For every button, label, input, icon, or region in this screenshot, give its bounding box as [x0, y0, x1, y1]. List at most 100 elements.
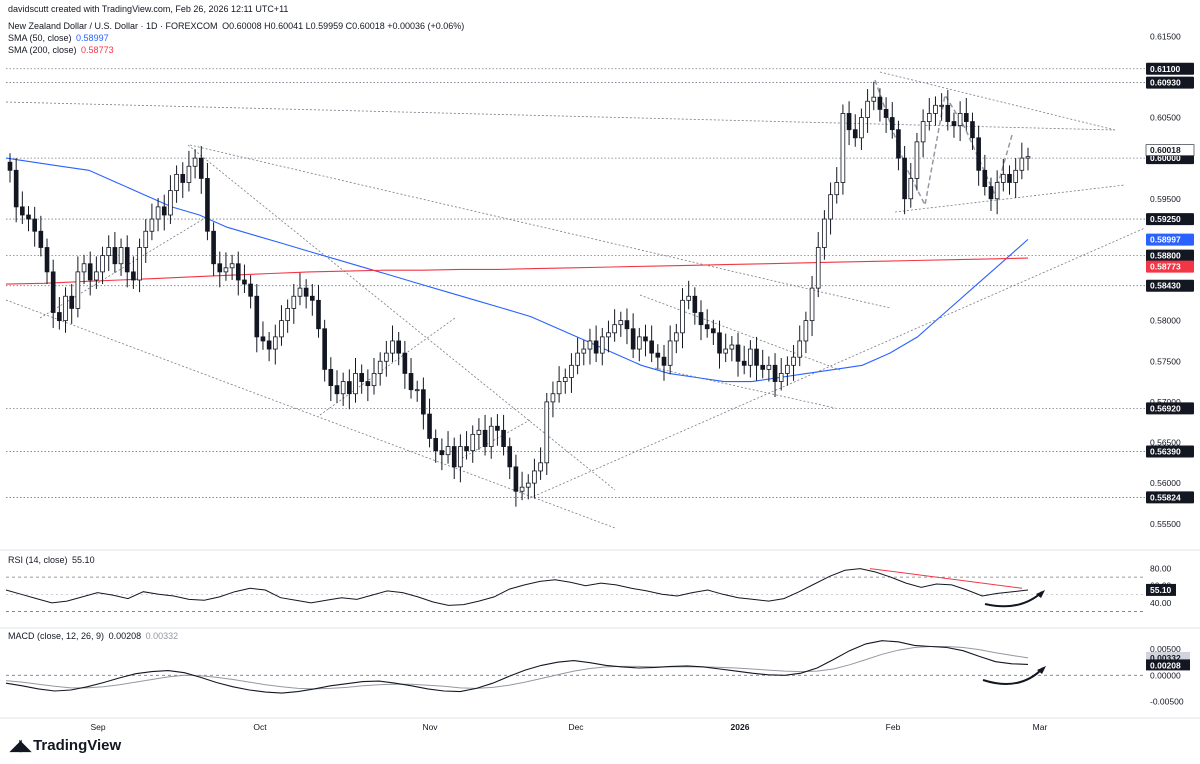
candle-up	[155, 206, 161, 220]
candle-down	[741, 360, 747, 366]
rsi-legend[interactable]: RSI (14, close) 55.10	[8, 555, 95, 565]
price-tag-label: 0.58997	[1150, 235, 1181, 245]
candle-down	[692, 295, 698, 313]
candle-down	[112, 247, 118, 265]
rsi-value: 55.10	[72, 555, 95, 565]
candle-up	[587, 340, 593, 350]
candle-up	[445, 446, 451, 456]
sma50-value: 0.58997	[76, 33, 109, 43]
candle-up	[920, 121, 926, 143]
candle-up	[532, 470, 537, 484]
candle-up	[1001, 173, 1006, 183]
candle-up	[118, 247, 124, 265]
candle-down	[13, 169, 19, 208]
rsi-tick-label: 40.00	[1150, 598, 1172, 608]
macd-arrow-head	[1037, 666, 1046, 674]
candle-up	[550, 393, 556, 403]
candle-down	[717, 332, 722, 354]
candle-down	[760, 364, 766, 370]
price-tick-label: 0.56000	[1150, 478, 1181, 488]
trendline	[5, 299, 616, 529]
candle-up	[476, 429, 482, 435]
candle-up	[667, 340, 673, 366]
candle-up	[797, 340, 803, 358]
time-tick-label: 2026	[731, 722, 750, 732]
candle-up	[137, 247, 142, 281]
candle-up	[94, 271, 99, 281]
rsi-tick-label: 80.00	[1150, 564, 1172, 574]
candle-down	[945, 104, 951, 122]
candle-down	[507, 446, 513, 468]
candle-down	[902, 157, 907, 200]
last-price-label: 0.60018	[1150, 145, 1181, 155]
candle-down	[316, 299, 321, 330]
sma50-legend[interactable]: SMA (50, close) 0.58997	[8, 33, 109, 43]
symbol-legend[interactable]: New Zealand Dollar / U.S. Dollar · 1D · …	[8, 21, 466, 32]
candle-up	[340, 381, 346, 395]
candle-down	[649, 340, 654, 354]
time-axis[interactable]: Sep Oct Nov Dec 2026 Feb Mar	[90, 722, 1047, 732]
candle-down	[963, 113, 969, 122]
candle-down	[772, 364, 778, 382]
candle-up	[174, 173, 179, 192]
moving-averages	[5, 157, 1029, 383]
price-tag-bg	[1146, 445, 1194, 458]
trendline	[879, 71, 1116, 131]
candle-up	[384, 352, 389, 362]
candle-up	[538, 462, 543, 472]
macd-tick-label: 0.00500	[1150, 644, 1181, 654]
candle-up	[143, 230, 149, 248]
macd-tag-label: 0.00208	[1150, 660, 1181, 670]
candle-down	[408, 373, 414, 391]
candle-up	[606, 332, 611, 338]
candle-down	[896, 129, 901, 159]
candle-down	[698, 312, 704, 326]
candle-down	[501, 429, 506, 447]
candle-up	[686, 295, 691, 301]
macd-arrow-curve	[982, 667, 1044, 685]
price-tag-bg	[1146, 491, 1194, 504]
candle-down	[982, 169, 988, 187]
candle-up	[809, 287, 815, 322]
candle-up	[1013, 169, 1018, 183]
candle-up	[908, 178, 914, 200]
tradingview-logo[interactable]: ◢◣ TradingView	[10, 736, 121, 755]
sma200-legend[interactable]: SMA (200, close) 0.58773	[8, 45, 114, 55]
candle-up	[544, 401, 550, 464]
price-tag-label: 0.58800	[1150, 251, 1181, 261]
candle-down	[303, 287, 309, 297]
price-axis[interactable]: 0.61500 0.60500 0.59500 0.58000 0.57500 0.570…	[1150, 31, 1184, 706]
candle-down	[593, 340, 599, 354]
candle-up	[803, 320, 809, 342]
candle-down	[260, 336, 266, 342]
candle-down	[38, 230, 44, 248]
candle-up	[914, 141, 920, 179]
candle-up	[1025, 156, 1031, 159]
candle-down	[57, 312, 62, 322]
candle-up	[525, 482, 531, 488]
candle-up	[785, 364, 790, 374]
candle-down	[359, 373, 364, 382]
candle-up	[1019, 157, 1025, 171]
candle-down	[396, 340, 402, 354]
candle-down	[248, 283, 253, 297]
candle-up	[106, 247, 112, 257]
trendline	[319, 317, 456, 416]
rsi-arrow-head	[1036, 590, 1045, 598]
candle-up	[279, 320, 284, 338]
candle-up	[939, 104, 944, 107]
candle-up	[100, 255, 105, 273]
rsi-tag-label: 55.10	[1150, 585, 1172, 595]
candle-down	[310, 295, 315, 301]
macd-legend[interactable]: MACD (close, 12, 26, 9) 0.00208 0.00332	[8, 631, 179, 641]
time-tick-label: Dec	[568, 722, 584, 732]
candle-up	[723, 348, 728, 354]
macd-tag-bg	[1146, 659, 1190, 671]
price-tag-label: 0.56920	[1150, 403, 1181, 413]
price-tag-bg	[1146, 76, 1194, 89]
candle-up	[291, 295, 297, 309]
price-tick-label: 0.61500	[1150, 31, 1181, 41]
candle-down	[402, 352, 408, 374]
candle-down	[254, 295, 260, 338]
